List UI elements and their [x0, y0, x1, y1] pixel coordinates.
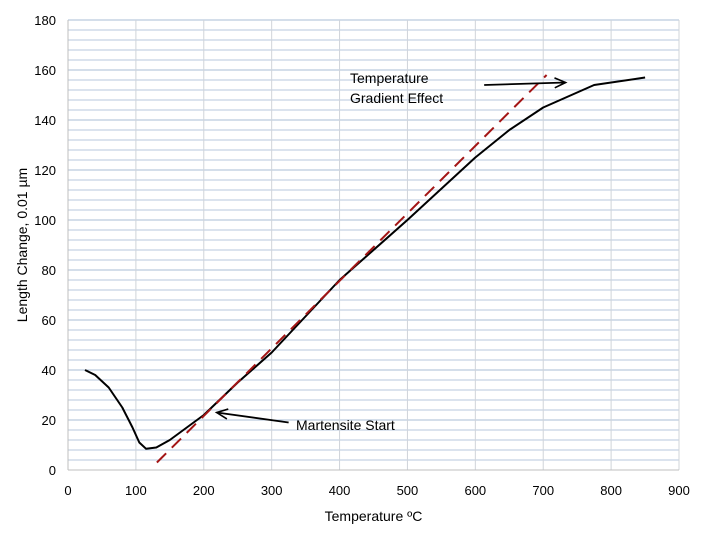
annotation-text: Martensite Start [296, 417, 395, 433]
y-axis-label: Length Change, 0.01 µm [14, 168, 30, 322]
annotation-arrow [484, 77, 568, 89]
x-tick-label: 500 [397, 483, 419, 498]
y-tick-label: 100 [34, 213, 56, 228]
y-tick-label: 40 [42, 363, 56, 378]
x-tick-label: 100 [125, 483, 147, 498]
annotation-text: Gradient Effect [350, 90, 443, 106]
y-tick-label: 140 [34, 113, 56, 128]
y-tick-label: 160 [34, 63, 56, 78]
annotation-arrow [214, 408, 289, 424]
tangent-line [156, 74, 548, 464]
x-tick-label: 300 [261, 483, 283, 498]
x-tick-label: 200 [193, 483, 215, 498]
y-tick-label: 180 [34, 13, 56, 28]
data-line [84, 76, 646, 450]
y-tick-label: 120 [34, 163, 56, 178]
y-tick-label: 80 [42, 263, 56, 278]
annotation-text: Temperature [350, 70, 429, 86]
x-axis-label: Temperature ºC [325, 508, 423, 524]
y-tick-label: 0 [49, 463, 56, 478]
x-tick-label: 400 [329, 483, 351, 498]
x-tick-label: 700 [532, 483, 554, 498]
x-tick-label: 0 [64, 483, 71, 498]
x-tick-label: 600 [464, 483, 486, 498]
y-tick-label: 20 [42, 413, 56, 428]
x-tick-label: 900 [668, 483, 690, 498]
y-tick-label: 60 [42, 313, 56, 328]
x-tick-label: 800 [600, 483, 622, 498]
